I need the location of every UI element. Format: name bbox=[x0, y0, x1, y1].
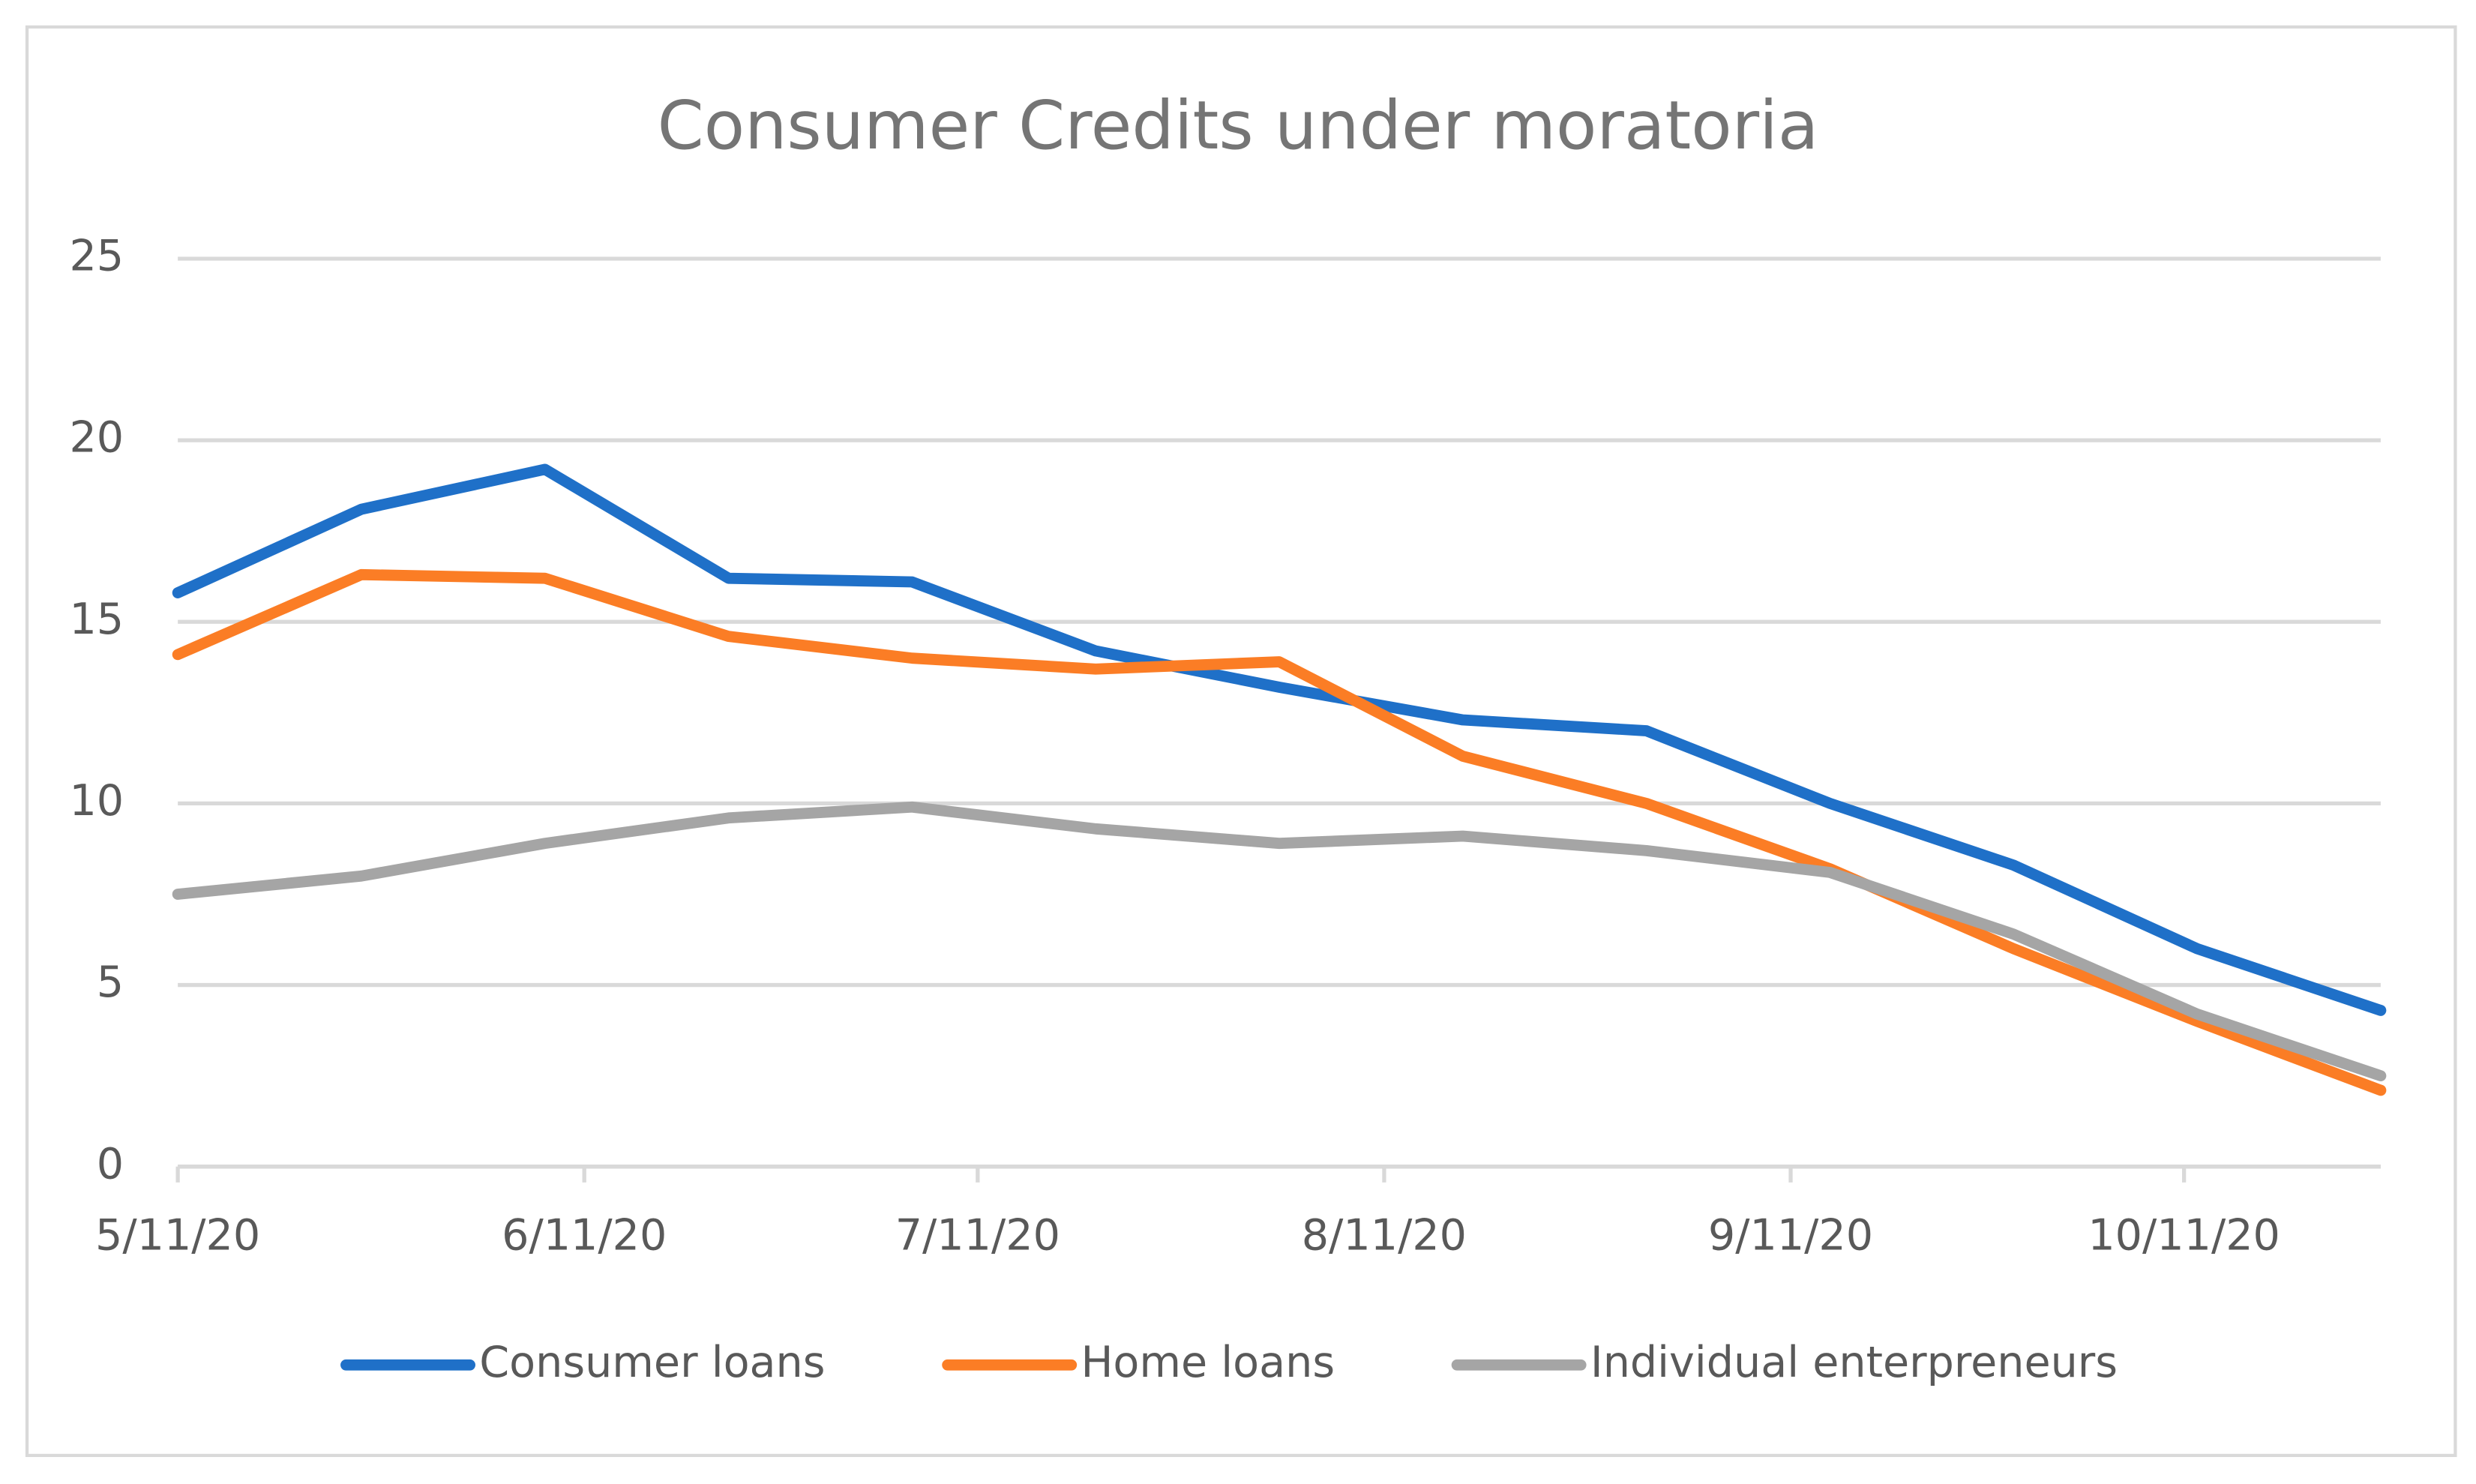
chart-border bbox=[25, 25, 2457, 1458]
y-tick-label: 20 bbox=[69, 413, 124, 463]
chart-title: Consumer Credits under moratoria bbox=[658, 86, 1819, 164]
y-tick-label: 5 bbox=[97, 958, 124, 1007]
x-tick-label: 8/11/20 bbox=[1302, 1211, 1467, 1261]
x-tick-label: 9/11/20 bbox=[1708, 1211, 1873, 1261]
y-tick-label: 0 bbox=[97, 1139, 124, 1189]
legend-label: Individual enterpreneurs bbox=[1590, 1338, 2118, 1387]
series-line bbox=[172, 463, 2387, 1016]
legend-label: Consumer loans bbox=[479, 1338, 825, 1387]
y-tick-label: 25 bbox=[69, 232, 124, 281]
x-tick-label: 5/11/20 bbox=[95, 1211, 260, 1261]
legend-label: Home loans bbox=[1081, 1338, 1335, 1387]
x-tick-label: 10/11/20 bbox=[2088, 1211, 2280, 1261]
y-tick-label: 15 bbox=[69, 595, 124, 644]
x-tick-label: 6/11/20 bbox=[502, 1211, 667, 1261]
x-tick-label: 7/11/20 bbox=[895, 1211, 1060, 1261]
y-tick-label: 10 bbox=[69, 776, 124, 826]
series-line bbox=[172, 801, 2387, 1082]
series-line bbox=[172, 568, 2387, 1096]
